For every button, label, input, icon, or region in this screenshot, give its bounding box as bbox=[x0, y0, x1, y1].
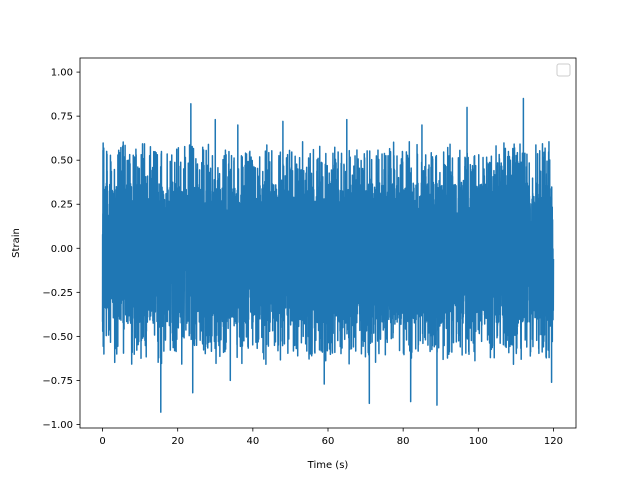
x-tick-label: 100 bbox=[469, 436, 488, 447]
y-tick-label: 0.25 bbox=[51, 200, 73, 211]
x-tick-label: 40 bbox=[246, 436, 259, 447]
y-tick-label: 1.00 bbox=[51, 68, 73, 79]
y-axis: −1.00 −0.75 −0.50 −0.25 0.00 0.25 0.50 0.75 1.00 bbox=[42, 68, 80, 431]
y-tick-label: −1.00 bbox=[42, 420, 73, 431]
x-tick-label: 120 bbox=[544, 436, 563, 447]
series-layer bbox=[101, 97, 555, 413]
x-tick-label: 0 bbox=[99, 436, 105, 447]
y-tick-label: 0.75 bbox=[51, 112, 73, 123]
y-tick-label: −0.25 bbox=[42, 288, 73, 299]
x-tick-label: 60 bbox=[322, 436, 335, 447]
x-axis-label: Time (s) bbox=[307, 460, 349, 471]
x-tick-label: 80 bbox=[397, 436, 410, 447]
x-tick-label: 20 bbox=[171, 436, 184, 447]
y-tick-label: 0.50 bbox=[51, 156, 73, 167]
legend-box bbox=[556, 63, 571, 77]
x-axis: 0 20 40 60 80 100 120 bbox=[99, 428, 563, 447]
y-axis-label: Strain bbox=[11, 228, 22, 258]
y-tick-label: −0.75 bbox=[42, 376, 73, 387]
y-tick-label: −0.50 bbox=[42, 332, 73, 343]
strain-series-line bbox=[101, 97, 555, 413]
y-tick-label: 0.00 bbox=[51, 244, 73, 255]
